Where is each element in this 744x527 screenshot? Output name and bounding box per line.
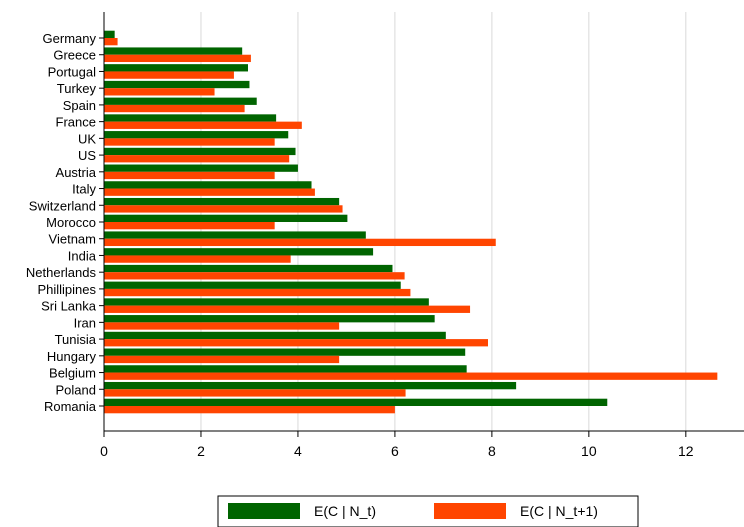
x-tick-label: 10 xyxy=(581,443,597,459)
bar xyxy=(104,222,275,230)
category-label: Turkey xyxy=(57,81,97,96)
x-tick-label: 12 xyxy=(678,443,694,459)
bar xyxy=(104,238,496,247)
bar xyxy=(104,188,315,196)
bar xyxy=(104,80,250,89)
bar xyxy=(104,205,343,213)
x-tick-label: 2 xyxy=(197,443,205,459)
bar xyxy=(104,255,291,263)
category-label: India xyxy=(68,248,97,263)
bar xyxy=(104,147,296,156)
bar xyxy=(104,264,393,273)
bar xyxy=(104,398,608,406)
bar xyxy=(104,121,302,129)
bar xyxy=(104,30,115,38)
x-ticks: 0 2 4 6 8 10 12 xyxy=(100,431,694,459)
bar xyxy=(104,54,251,63)
bar xyxy=(104,406,395,414)
legend-label: E(C | N_t) xyxy=(314,503,376,519)
category-label: US xyxy=(78,148,96,163)
category-label: Italy xyxy=(72,182,96,197)
bar xyxy=(104,372,718,380)
bar xyxy=(104,348,466,356)
legend-swatch xyxy=(228,503,300,519)
bar xyxy=(104,97,257,105)
bar xyxy=(104,298,429,306)
bar xyxy=(104,288,411,297)
category-label: UK xyxy=(78,131,96,146)
bar xyxy=(104,64,248,72)
bar xyxy=(104,231,366,239)
category-label: Switzerland xyxy=(29,198,96,213)
category-label: Netherlands xyxy=(26,265,97,280)
bar xyxy=(104,305,471,313)
x-tick-label: 4 xyxy=(294,443,302,459)
category-label: Belgium xyxy=(49,366,96,381)
bar xyxy=(104,197,340,206)
category-label: France xyxy=(56,115,96,130)
category-label: Iran xyxy=(74,315,96,330)
legend: E(C | N_t) E(C | N_t+1) xyxy=(217,495,639,527)
category-label: Portugal xyxy=(48,64,97,79)
category-label: Romania xyxy=(44,399,97,414)
bar xyxy=(104,138,275,146)
legend-label: E(C | N_t+1) xyxy=(520,503,598,519)
bar xyxy=(104,339,488,347)
category-label: Greece xyxy=(53,48,96,63)
bar xyxy=(104,272,405,280)
category-label: Morocco xyxy=(46,215,96,230)
category-label: Spain xyxy=(63,98,96,113)
bar xyxy=(104,281,401,289)
category-label: Hungary xyxy=(47,349,97,364)
bar xyxy=(104,88,215,96)
x-tick-label: 0 xyxy=(100,443,108,459)
bar xyxy=(104,355,340,364)
bar xyxy=(104,381,517,390)
bar xyxy=(104,164,298,172)
bar xyxy=(104,47,243,55)
legend-swatch xyxy=(434,503,506,519)
category-label: Poland xyxy=(56,382,96,397)
category-label: Tunisia xyxy=(55,332,97,347)
category-label: Austria xyxy=(56,165,97,180)
bar xyxy=(104,315,435,323)
category-label: Vietnam xyxy=(49,232,96,247)
category-label: Germany xyxy=(43,31,97,46)
bar xyxy=(104,171,275,180)
bar xyxy=(104,331,446,340)
category-label: Sri Lanka xyxy=(41,299,97,314)
bar xyxy=(104,365,467,373)
bar xyxy=(104,114,277,122)
x-tick-label: 8 xyxy=(488,443,496,459)
x-tick-label: 6 xyxy=(391,443,399,459)
bar xyxy=(104,131,289,139)
bar xyxy=(104,104,245,113)
bars xyxy=(104,30,718,414)
bar xyxy=(104,38,118,46)
bar xyxy=(104,71,234,79)
category-label: Phillipines xyxy=(37,282,96,297)
bar xyxy=(104,389,406,397)
bar xyxy=(104,181,312,189)
bar xyxy=(104,214,348,222)
bar xyxy=(104,155,290,163)
bar xyxy=(104,322,340,330)
bar xyxy=(104,248,374,256)
